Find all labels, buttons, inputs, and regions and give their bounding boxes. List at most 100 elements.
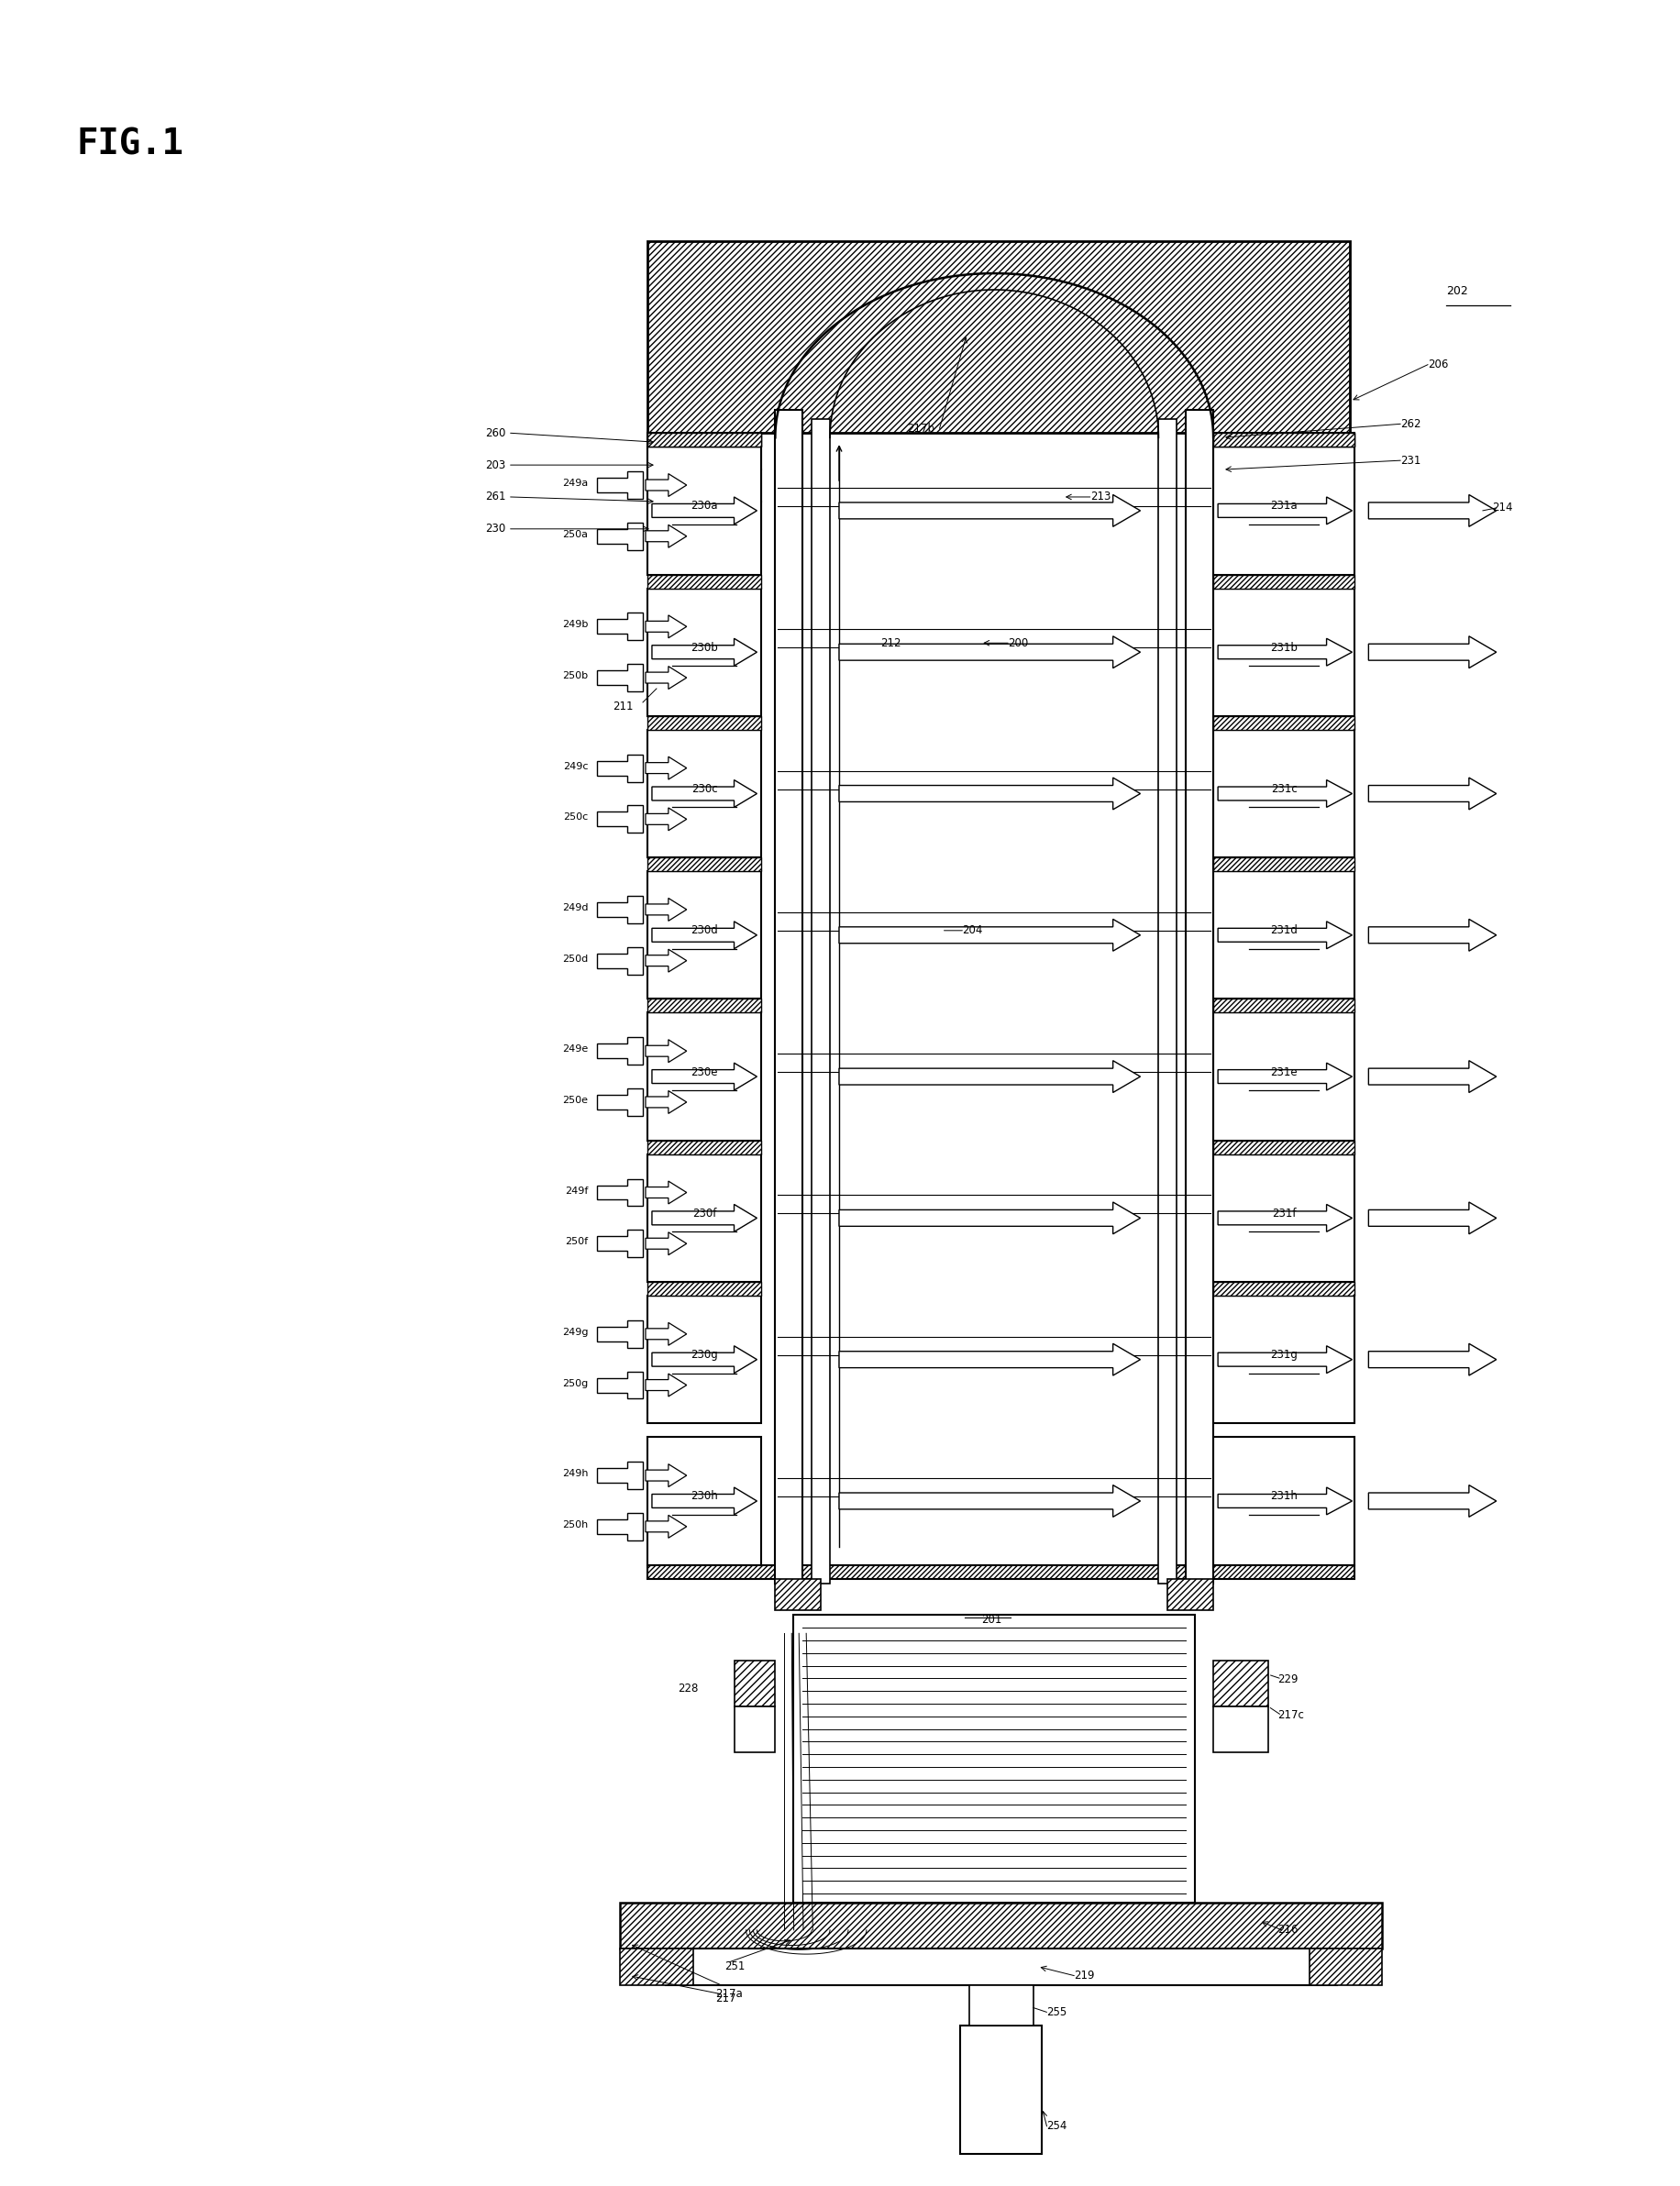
Bar	[1213, 433, 1354, 470]
Polygon shape	[652, 1204, 756, 1231]
Bar	[647, 470, 761, 501]
Bar	[647, 999, 761, 1012]
Polygon shape	[596, 804, 642, 833]
Text: 250g: 250g	[561, 1379, 588, 1388]
Polygon shape	[596, 896, 642, 922]
Text: 202: 202	[1445, 286, 1467, 297]
Bar	[1213, 575, 1354, 588]
Text: 228: 228	[677, 1683, 699, 1694]
Bar	[1213, 470, 1354, 501]
Polygon shape	[652, 780, 756, 807]
Bar	[620, 1948, 692, 1985]
Bar	[734, 1707, 774, 1751]
Text: 230d: 230d	[690, 925, 717, 936]
Polygon shape	[1368, 1484, 1495, 1517]
Polygon shape	[596, 1462, 642, 1489]
Bar	[647, 575, 761, 588]
Polygon shape	[1218, 1204, 1351, 1231]
Polygon shape	[1368, 494, 1495, 527]
Bar	[647, 433, 761, 446]
Bar	[1213, 1154, 1354, 1281]
Polygon shape	[1368, 1344, 1495, 1375]
Text: 216: 216	[1277, 1924, 1297, 1937]
Bar	[959, 2026, 1042, 2153]
Polygon shape	[1218, 638, 1351, 667]
Text: 255: 255	[1047, 2007, 1067, 2018]
Bar	[647, 433, 761, 470]
Polygon shape	[645, 1091, 685, 1113]
Polygon shape	[652, 638, 756, 667]
Polygon shape	[596, 754, 642, 783]
Bar	[647, 501, 761, 529]
Bar	[647, 240, 1349, 433]
Bar	[1158, 420, 1176, 1583]
Polygon shape	[645, 614, 685, 638]
Text: 231h: 231h	[1270, 1491, 1297, 1502]
Bar	[1213, 446, 1354, 575]
Polygon shape	[838, 1060, 1139, 1093]
Text: 230: 230	[486, 522, 506, 536]
Bar	[647, 1281, 761, 1296]
Text: 250e: 250e	[563, 1095, 588, 1104]
Text: 230e: 230e	[690, 1067, 717, 1078]
Polygon shape	[1368, 778, 1495, 809]
Polygon shape	[645, 898, 685, 920]
Bar	[647, 1436, 761, 1565]
Bar	[1213, 433, 1354, 446]
Polygon shape	[596, 665, 642, 691]
Bar	[647, 730, 761, 857]
Bar	[1213, 717, 1354, 730]
Polygon shape	[596, 522, 642, 551]
Polygon shape	[838, 494, 1139, 527]
Text: 206: 206	[1426, 359, 1448, 372]
Bar	[1213, 1141, 1354, 1154]
Text: 254: 254	[1047, 2120, 1067, 2131]
Text: 249c: 249c	[563, 761, 588, 772]
Bar	[647, 872, 761, 999]
Text: 212: 212	[880, 636, 900, 649]
Text: 230h: 230h	[690, 1491, 717, 1502]
Polygon shape	[838, 636, 1139, 669]
Bar	[647, 588, 761, 717]
Polygon shape	[652, 496, 756, 525]
Text: 250f: 250f	[564, 1237, 588, 1246]
Bar	[1213, 872, 1354, 999]
Bar	[647, 1012, 761, 1141]
Polygon shape	[838, 1202, 1139, 1235]
Polygon shape	[596, 1371, 642, 1399]
Polygon shape	[596, 1513, 642, 1541]
Bar	[969, 1985, 1033, 2026]
Bar	[647, 446, 761, 575]
Polygon shape	[1368, 1060, 1495, 1093]
Bar	[1213, 1281, 1354, 1296]
Text: 213: 213	[1090, 492, 1110, 503]
Text: 219: 219	[1074, 1970, 1094, 1983]
Polygon shape	[1218, 1486, 1351, 1515]
Text: 230a: 230a	[690, 501, 717, 512]
Polygon shape	[1218, 780, 1351, 807]
Text: 261: 261	[486, 492, 506, 503]
Polygon shape	[596, 1178, 642, 1207]
Polygon shape	[652, 1347, 756, 1373]
Text: 231: 231	[1399, 455, 1420, 466]
Text: 250a: 250a	[563, 529, 588, 540]
Text: 230c: 230c	[690, 783, 717, 796]
Bar	[793, 1615, 1194, 1902]
Text: 231f: 231f	[1272, 1207, 1295, 1220]
Polygon shape	[838, 1344, 1139, 1375]
Text: 229: 229	[1277, 1672, 1297, 1685]
Polygon shape	[652, 920, 756, 949]
Polygon shape	[1218, 920, 1351, 949]
Text: 249g: 249g	[561, 1327, 588, 1336]
Bar	[1213, 588, 1354, 717]
Polygon shape	[645, 1373, 685, 1397]
Bar	[1213, 1012, 1354, 1141]
Text: 249a: 249a	[561, 479, 588, 487]
Polygon shape	[838, 918, 1139, 951]
Polygon shape	[645, 1180, 685, 1204]
Bar	[647, 1296, 761, 1423]
Polygon shape	[1368, 636, 1495, 669]
Polygon shape	[645, 809, 685, 831]
Polygon shape	[596, 612, 642, 640]
Polygon shape	[645, 1465, 685, 1486]
